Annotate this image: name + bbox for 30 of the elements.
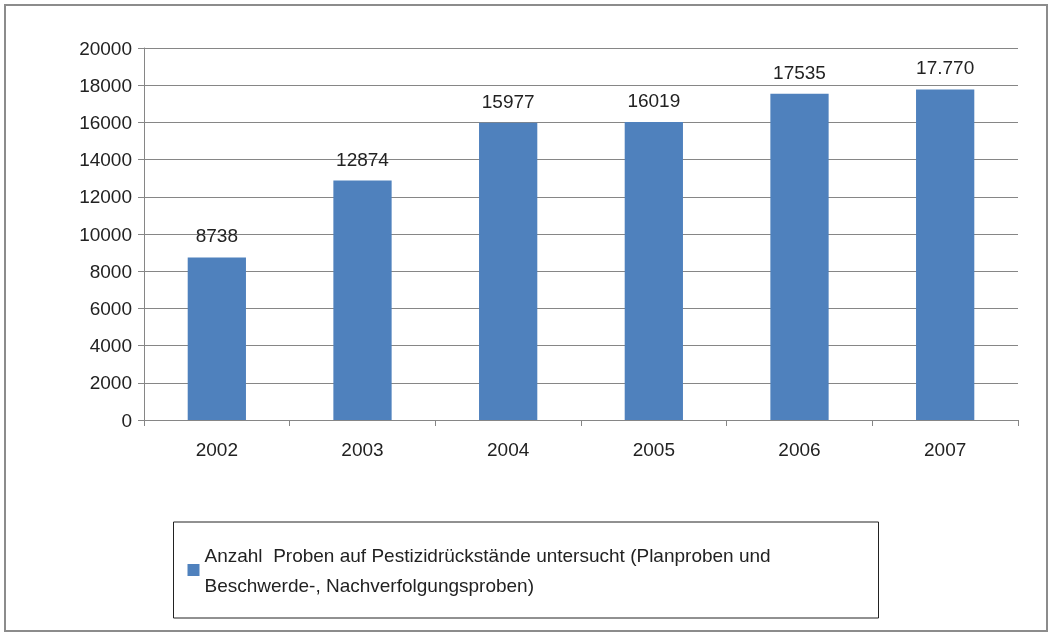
legend-label: Anzahl Proben auf Pestizidrückstände untersucht (Planproben und Beschwerde-, Nachverfolgungsproben) — [204, 544, 776, 596]
bar — [770, 93, 829, 420]
y-tick-label: 4000 — [89, 335, 132, 357]
y-tick-label: 10000 — [79, 223, 132, 245]
y-tick-label: 16000 — [79, 111, 132, 133]
data-label: 17.770 — [916, 57, 975, 79]
data-label: 12874 — [336, 148, 390, 170]
bar — [187, 257, 246, 420]
data-label: 15977 — [481, 90, 535, 112]
x-tick-label: 2004 — [487, 439, 530, 460]
x-tick-label: 2005 — [632, 439, 675, 460]
y-tick-label: 14000 — [79, 149, 132, 171]
y-tick-label: 8000 — [89, 260, 132, 282]
y-tick-label: 12000 — [79, 186, 132, 208]
x-tick-label: 2006 — [778, 439, 821, 460]
y-tick-label: 18000 — [79, 74, 132, 96]
bar — [624, 122, 683, 420]
y-tick-label: 20000 — [79, 37, 132, 59]
data-label: 17535 — [773, 61, 826, 83]
bar — [333, 180, 392, 420]
y-tick-label: 0 — [121, 409, 132, 431]
y-tick-label: 6000 — [89, 297, 132, 319]
data-label: 8738 — [195, 225, 238, 247]
data-label: 16019 — [627, 90, 681, 112]
y-tick-label: 2000 — [89, 372, 132, 394]
x-tick-label: 2003 — [341, 439, 384, 460]
bar — [479, 122, 538, 420]
x-tick-label: 2007 — [924, 439, 967, 460]
x-tick-label: 2002 — [195, 439, 238, 460]
bar — [916, 89, 975, 420]
